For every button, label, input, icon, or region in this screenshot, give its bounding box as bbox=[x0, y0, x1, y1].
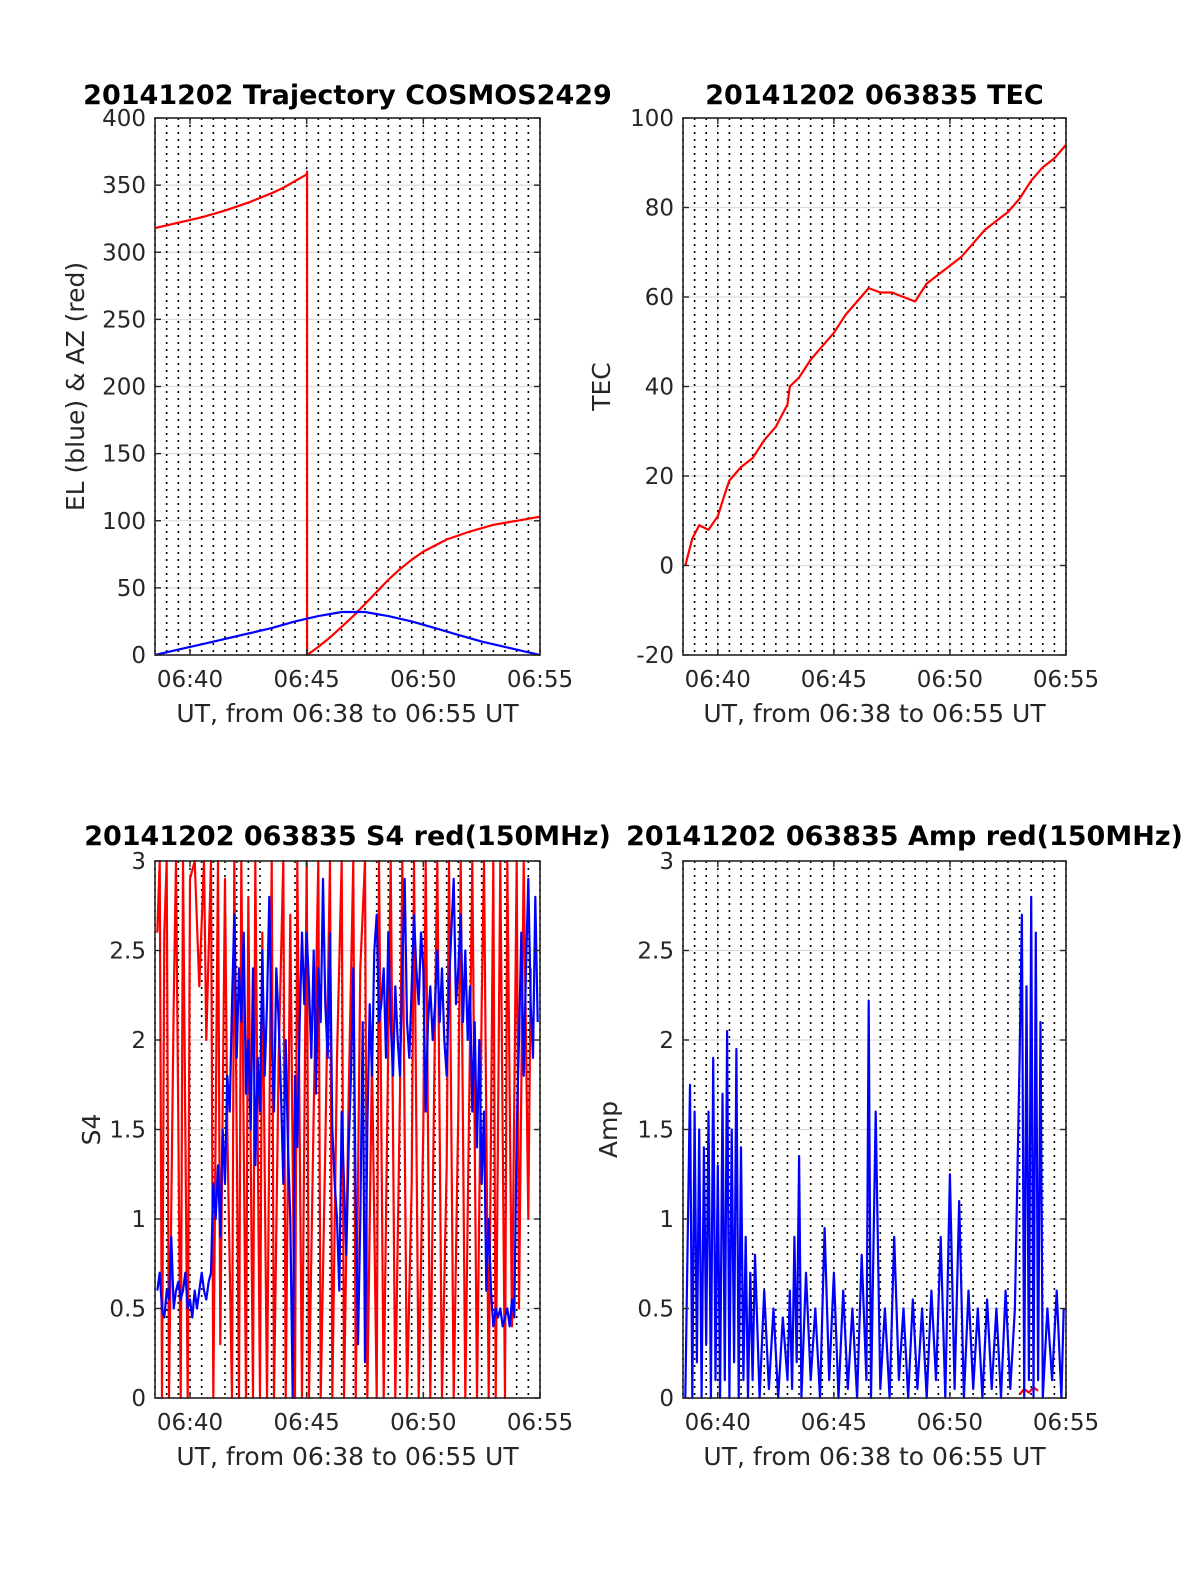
s4-series bbox=[156, 859, 539, 1400]
amp-series bbox=[684, 895, 1065, 1400]
trajectory-ytick-label: 0 bbox=[131, 643, 146, 669]
tec-series-tec bbox=[684, 144, 1067, 566]
trajectory-ytick-label: 200 bbox=[102, 375, 146, 401]
trajectory-title: 20141202 Trajectory COSMOS2429 bbox=[83, 80, 612, 111]
tec-x-axis-label: UT, from 06:38 to 06:55 UT bbox=[703, 699, 1046, 728]
amp-ytick-label: 2 bbox=[659, 1028, 674, 1054]
trajectory-series-el bbox=[154, 610, 541, 657]
tec-ytick-label: 60 bbox=[645, 285, 674, 311]
amp-ytick-label: 1.5 bbox=[637, 1118, 674, 1144]
tec-ytick-label: 0 bbox=[659, 554, 674, 580]
amp-panel: 0 0.5 1 1.5 2 2.5 3 06:40 06:45 06:50 06:55 201412… bbox=[594, 821, 1183, 1471]
amp-ticks: 0 0.5 1 1.5 2 2.5 3 06:40 06:45 06:50 06:55 bbox=[637, 849, 1099, 1436]
amp-x-axis-label: UT, from 06:38 to 06:55 UT bbox=[703, 1442, 1046, 1471]
trajectory-ytick-label: 150 bbox=[102, 442, 146, 468]
tec-ytick-label: 40 bbox=[645, 375, 674, 401]
amp-y-axis-label: Amp bbox=[594, 1101, 623, 1158]
tec-xtick-label: 06:40 bbox=[685, 667, 751, 693]
s4-ticks: 0 0.5 1 1.5 2 2.5 3 06:40 06:45 06:50 06:55 bbox=[109, 849, 573, 1436]
tec-ytick-label: -20 bbox=[636, 643, 674, 669]
tec-xtick-label: 06:45 bbox=[801, 667, 867, 693]
s4-ytick-label: 0 bbox=[131, 1386, 146, 1412]
tec-ytick-label: 80 bbox=[645, 196, 674, 222]
amp-series-red-150mhz bbox=[1018, 1386, 1039, 1396]
trajectory-xtick-label: 06:45 bbox=[274, 667, 340, 693]
trajectory-xtick-label: 06:50 bbox=[390, 667, 456, 693]
amp-xtick-label: 06:45 bbox=[801, 1410, 867, 1436]
amp-ytick-label: 1 bbox=[659, 1207, 674, 1233]
amp-xtick-label: 06:50 bbox=[917, 1410, 983, 1436]
amp-series-blue bbox=[684, 895, 1065, 1400]
tec-ytick-label: 100 bbox=[630, 106, 674, 132]
trajectory-ytick-label: 350 bbox=[102, 173, 146, 199]
tec-title: 20141202 063835 TEC bbox=[705, 80, 1044, 111]
tec-series bbox=[684, 144, 1067, 566]
s4-x-axis-label: UT, from 06:38 to 06:55 UT bbox=[176, 1442, 519, 1471]
s4-ytick-label: 0.5 bbox=[109, 1297, 146, 1323]
trajectory-xtick-label: 06:40 bbox=[157, 667, 223, 693]
s4-series-blue bbox=[156, 877, 539, 1400]
tec-xtick-label: 06:55 bbox=[1033, 667, 1099, 693]
tec-ticks: -20 0 20 40 60 80 100 06:40 06:45 06:50 06:55 bbox=[630, 106, 1099, 693]
s4-xtick-label: 06:50 bbox=[390, 1410, 456, 1436]
trajectory-ticks: 0 50 100 150 200 250 300 350 400 06:40 06:45 06:50 0… bbox=[102, 106, 573, 693]
tec-xtick-label: 06:50 bbox=[917, 667, 983, 693]
trajectory-xtick-label: 06:55 bbox=[507, 667, 573, 693]
trajectory-x-axis-label: UT, from 06:38 to 06:55 UT bbox=[176, 699, 519, 728]
amp-xtick-label: 06:40 bbox=[685, 1410, 751, 1436]
trajectory-ytick-label: 300 bbox=[102, 240, 146, 266]
amp-ytick-label: 3 bbox=[659, 849, 674, 875]
trajectory-panel: 0 50 100 150 200 250 300 350 400 06:40 06:45 06:50 0… bbox=[61, 80, 612, 728]
trajectory-series bbox=[154, 170, 541, 657]
trajectory-ytick-label: 250 bbox=[102, 307, 146, 333]
s4-xtick-label: 06:40 bbox=[157, 1410, 223, 1436]
trajectory-series-az bbox=[154, 170, 541, 657]
trajectory-grid bbox=[154, 117, 541, 656]
s4-y-axis-label: S4 bbox=[77, 1114, 106, 1146]
trajectory-ytick-label: 100 bbox=[102, 509, 146, 535]
tec-y-axis-label: TEC bbox=[587, 362, 616, 412]
s4-panel: 0 0.5 1 1.5 2 2.5 3 06:40 06:45 06:50 06:55 201412… bbox=[77, 821, 611, 1471]
trajectory-ytick-label: 50 bbox=[117, 576, 146, 602]
tec-panel: -20 0 20 40 60 80 100 06:40 06:45 06:50 06:55 2014… bbox=[587, 80, 1099, 728]
s4-title: 20141202 063835 S4 red(150MHz) bbox=[84, 821, 611, 852]
tec-grid bbox=[682, 117, 1067, 656]
amp-ytick-label: 0 bbox=[659, 1386, 674, 1412]
amp-xtick-label: 06:55 bbox=[1033, 1410, 1099, 1436]
s4-xtick-label: 06:55 bbox=[507, 1410, 573, 1436]
s4-ytick-label: 2.5 bbox=[109, 939, 146, 965]
s4-ytick-label: 2 bbox=[131, 1028, 146, 1054]
s4-ytick-label: 3 bbox=[131, 849, 146, 875]
s4-xtick-label: 06:45 bbox=[274, 1410, 340, 1436]
s4-ytick-label: 1.5 bbox=[109, 1118, 146, 1144]
s4-ytick-label: 1 bbox=[131, 1207, 146, 1233]
amp-ytick-label: 0.5 bbox=[637, 1297, 674, 1323]
amp-ytick-label: 2.5 bbox=[637, 939, 674, 965]
trajectory-y-axis-label: EL (blue) & AZ (red) bbox=[61, 262, 90, 511]
tec-ytick-label: 20 bbox=[645, 464, 674, 490]
amp-title: 20141202 063835 Amp red(150MHz) bbox=[626, 821, 1183, 852]
trajectory-ytick-label: 400 bbox=[102, 106, 146, 132]
